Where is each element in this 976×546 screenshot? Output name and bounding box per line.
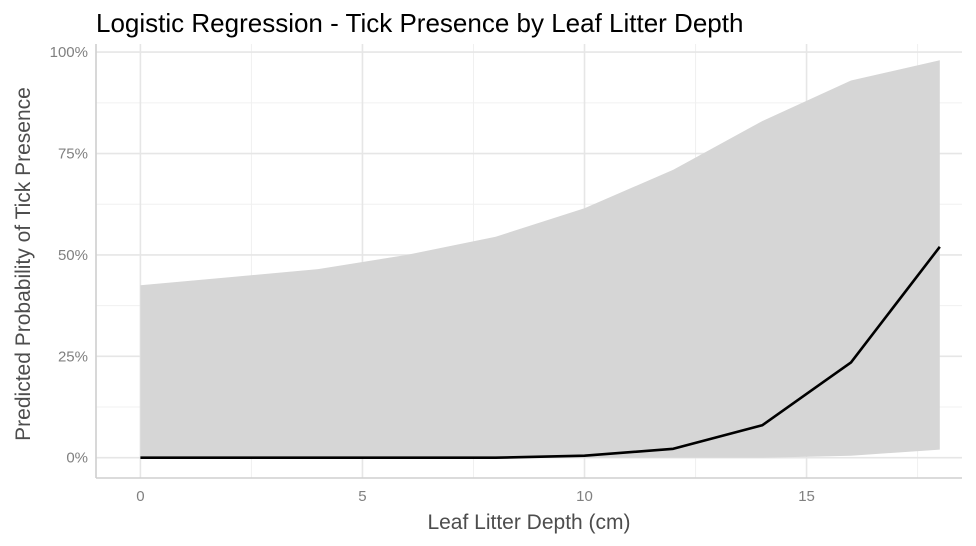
y-tick-label: 0% <box>66 450 88 467</box>
y-axis-title: Predicted Probability of Tick Presence <box>12 87 35 441</box>
y-tick-label: 25% <box>58 348 88 365</box>
fit-line <box>140 246 941 459</box>
y-tick-label: 100% <box>50 44 88 61</box>
confidence-ribbon <box>140 60 940 458</box>
x-tick-label: 0 <box>136 488 144 505</box>
y-tick-labels: 0% 25% 50% 75% 100% <box>50 44 88 467</box>
axes <box>95 44 962 479</box>
x-axis-title: Leaf Litter Depth (cm) <box>427 511 630 534</box>
x-tick-labels: 0 5 10 15 <box>136 488 815 505</box>
x-tick-label: 5 <box>358 488 366 505</box>
x-tick-label: 15 <box>798 488 815 505</box>
confidence-ribbon-layer <box>140 60 940 458</box>
y-tick-label: 75% <box>58 146 88 163</box>
fit-line-layer <box>140 246 941 459</box>
chart-title: Logistic Regression - Tick Presence by L… <box>96 8 743 38</box>
y-tick-label: 50% <box>58 247 88 264</box>
x-tick-label: 10 <box>576 488 593 505</box>
